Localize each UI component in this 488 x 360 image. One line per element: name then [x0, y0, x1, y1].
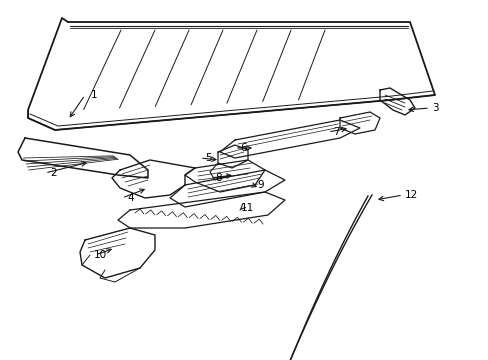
Text: 2: 2: [50, 168, 57, 178]
Text: 9: 9: [257, 180, 264, 190]
Text: 10: 10: [94, 250, 107, 260]
Text: 8: 8: [215, 173, 222, 183]
Text: 3: 3: [431, 103, 438, 113]
Text: 11: 11: [240, 203, 253, 213]
Text: 12: 12: [404, 190, 417, 200]
Text: 1: 1: [90, 90, 97, 100]
Text: 5: 5: [205, 153, 212, 163]
Text: 7: 7: [333, 127, 339, 137]
Text: 4: 4: [127, 193, 134, 203]
Text: 6: 6: [240, 143, 246, 153]
